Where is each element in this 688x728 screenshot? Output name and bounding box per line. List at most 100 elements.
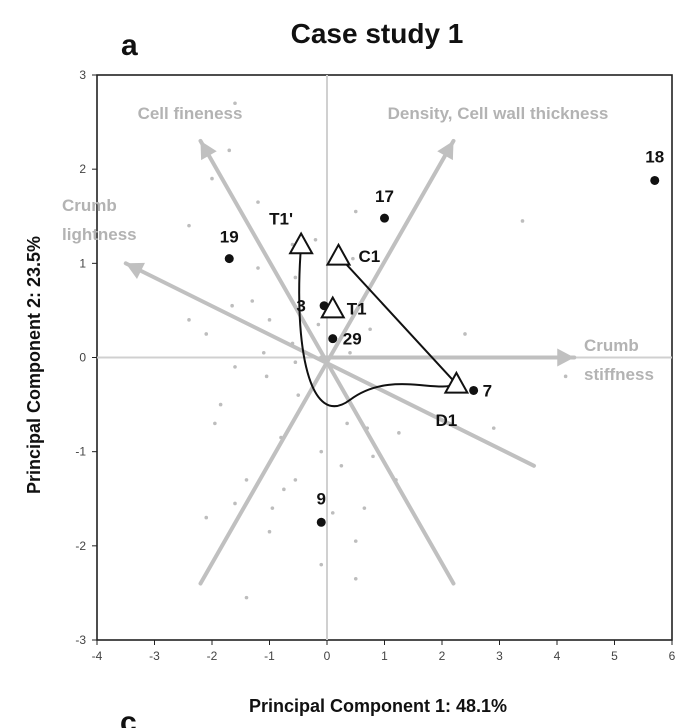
minor-point — [491, 426, 496, 430]
minor-point — [233, 365, 237, 369]
minor-point — [250, 299, 255, 303]
vector-label-line: lightness — [62, 225, 137, 244]
x-tick-label: 0 — [324, 649, 331, 663]
minor-point — [353, 576, 358, 581]
minor-point — [397, 431, 401, 435]
minor-point — [187, 223, 191, 228]
vector-label: Cell fineness — [138, 104, 243, 123]
minor-point — [293, 360, 298, 365]
labeled-points: 18 17 19 3 29 7 9 — [220, 147, 664, 527]
x-tick-label: 1 — [381, 649, 388, 663]
x-tick-label: 4 — [554, 649, 561, 663]
minor-point — [345, 421, 349, 426]
minor-point — [368, 327, 372, 332]
y-tick-label: 2 — [79, 162, 86, 176]
minor-point — [319, 562, 324, 567]
vector-label: Density, Cell wall thickness — [388, 104, 609, 123]
x-tick-label: -2 — [207, 649, 218, 663]
treatment-triangle — [320, 295, 346, 319]
minor-point — [520, 219, 525, 223]
minor-point — [187, 318, 191, 322]
y-axis-title: Principal Component 2: 23.5% — [24, 236, 44, 494]
minor-point — [339, 463, 344, 468]
point-label: 29 — [343, 330, 362, 349]
x-tick-label: 5 — [611, 649, 618, 663]
x-tick-label: 6 — [669, 649, 676, 663]
minor-point — [353, 539, 358, 543]
vector-label-line: Crumb — [62, 196, 117, 215]
x-tick-label: -4 — [92, 649, 103, 663]
minor-point — [270, 506, 275, 510]
data-point — [650, 175, 660, 185]
point-label: 7 — [483, 381, 492, 400]
vector-arrowhead — [125, 262, 145, 279]
minor-point — [282, 487, 286, 492]
vector-label-line: stiffness — [584, 365, 654, 384]
minor-point — [244, 595, 249, 600]
x-axis-title: Principal Component 1: 48.1% — [249, 696, 507, 716]
vector-label: Crumb stiffness — [584, 336, 654, 384]
y-tick-label: 3 — [79, 68, 86, 82]
minor-point — [230, 303, 234, 308]
loading-vector — [123, 261, 536, 468]
treatment-triangle — [288, 231, 314, 255]
minor-point — [313, 237, 318, 242]
minor-point — [351, 256, 355, 261]
minor-point — [233, 101, 237, 106]
treatment-label: D1 — [436, 411, 458, 430]
minor-point — [394, 478, 398, 482]
minor-point — [267, 529, 272, 534]
treatment-line — [337, 255, 458, 385]
treatment-label: T1' — [269, 210, 293, 229]
vector-arrowhead — [200, 140, 217, 161]
point-label: 17 — [375, 187, 394, 206]
data-point — [380, 213, 389, 223]
minor-point — [264, 374, 269, 379]
minor-point — [293, 275, 298, 280]
minor-point — [261, 350, 266, 355]
vector-arrowhead — [437, 140, 454, 161]
y-tick-label: 1 — [79, 256, 86, 270]
vector-labels: Cell fineness Density, Cell wall thicknes… — [62, 104, 654, 384]
minor-point — [353, 209, 358, 214]
minor-point — [204, 332, 209, 336]
minor-point — [330, 511, 335, 515]
x-tick-label: 2 — [439, 649, 446, 663]
data-point — [328, 334, 338, 344]
minor-point — [256, 266, 260, 270]
treatment-connectors — [298, 244, 458, 408]
y-tick-label: -1 — [75, 445, 86, 459]
x-tick-label: 3 — [496, 649, 503, 663]
minor-point — [279, 435, 283, 440]
minor-point — [210, 176, 214, 181]
point-label: 9 — [317, 489, 326, 508]
minor-point — [371, 454, 375, 459]
next-panel-letter: c — [120, 706, 137, 728]
data-point — [469, 385, 479, 395]
minor-point — [365, 426, 370, 430]
minor-point — [293, 478, 298, 482]
vector-label: Crumb lightness — [62, 196, 137, 244]
treatment-triangle — [443, 370, 470, 394]
y-tick-label: 0 — [79, 351, 86, 365]
x-tick-label: -1 — [264, 649, 275, 663]
treatment-curve — [298, 244, 457, 408]
point-label: 18 — [645, 147, 664, 166]
minor-point — [290, 341, 295, 346]
minor-point — [256, 200, 260, 204]
y-tick-label: -2 — [75, 539, 86, 553]
minor-point — [267, 318, 272, 322]
vector-arrowhead — [557, 348, 575, 367]
minor-point — [213, 421, 217, 426]
minor-points — [187, 101, 568, 600]
treatment-markers: T1' C1 T1 D1 — [269, 210, 470, 430]
minor-point — [319, 449, 324, 454]
minor-point — [348, 350, 352, 355]
minor-point — [316, 322, 321, 327]
data-point — [316, 517, 326, 527]
minor-point — [244, 478, 249, 482]
chart-title: Case study 1 — [291, 18, 464, 49]
minor-point — [233, 501, 237, 506]
vector-label-line: Crumb — [584, 336, 639, 355]
